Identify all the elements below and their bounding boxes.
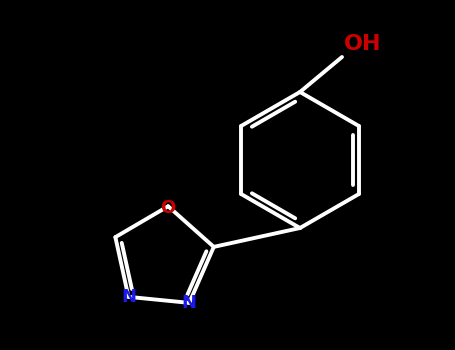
Text: N: N: [121, 288, 136, 306]
Text: OH: OH: [344, 34, 381, 54]
Text: O: O: [161, 199, 176, 217]
Text: N: N: [182, 294, 197, 312]
